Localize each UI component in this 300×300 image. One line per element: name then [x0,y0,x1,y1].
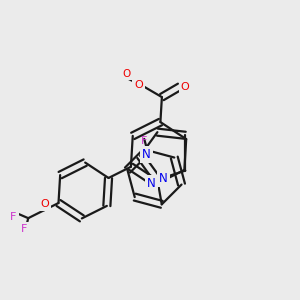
Text: O: O [40,200,49,209]
Text: N: N [147,179,156,189]
Text: N: N [158,173,167,183]
Text: O: O [122,69,130,79]
Text: O: O [181,82,189,92]
Text: N: N [142,149,150,160]
Text: N: N [147,177,156,190]
Text: F: F [141,136,147,146]
Text: O: O [181,82,189,92]
Text: F: F [21,224,28,234]
Text: F: F [10,212,16,222]
Text: O: O [134,80,143,90]
Text: N: N [159,172,168,185]
Text: O: O [134,80,143,90]
Text: N: N [142,148,150,161]
